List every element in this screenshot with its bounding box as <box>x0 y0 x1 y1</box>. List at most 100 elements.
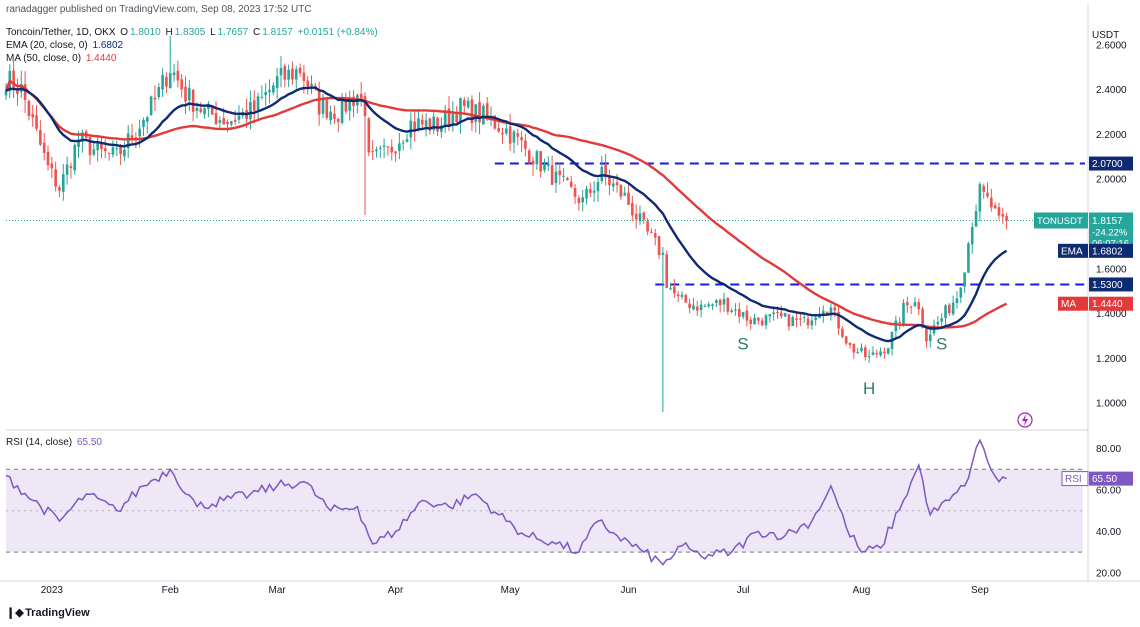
candle-body <box>539 151 542 172</box>
candle-body <box>249 101 252 120</box>
candle-body <box>314 85 317 90</box>
candle-body <box>65 164 69 175</box>
candle-body <box>638 213 642 222</box>
ma-legend-value: 1.4440 <box>85 53 117 64</box>
candle-body <box>776 312 779 314</box>
candle-body <box>909 306 913 308</box>
rsi-line <box>5 438 1007 566</box>
candle-body <box>1001 213 1005 217</box>
ema-value-label: 1.6802 <box>1092 246 1123 257</box>
candle-body <box>779 312 783 317</box>
candle-body <box>760 320 764 326</box>
symbol-price-tag <box>1034 212 1088 229</box>
candle-body <box>291 68 294 80</box>
candle-body <box>722 298 726 305</box>
time-tick-label: Aug <box>853 585 871 596</box>
candle-body <box>482 105 485 125</box>
candle-body <box>440 125 443 132</box>
candle-body <box>256 96 260 110</box>
bar-countdown: 06:07:16 <box>1092 238 1129 249</box>
candle-body <box>550 165 554 185</box>
candle-body <box>61 174 65 192</box>
candle-body <box>287 69 290 80</box>
candle-body <box>783 312 787 317</box>
ohlc-high-label: H <box>165 27 173 38</box>
candle-body <box>573 188 577 197</box>
candle-body <box>906 302 909 306</box>
candle-body <box>58 187 61 191</box>
candle-body <box>871 352 875 356</box>
candle-body <box>241 111 245 116</box>
candle-body <box>848 342 852 345</box>
lightning-icon <box>1017 412 1033 428</box>
candle-body <box>516 133 520 137</box>
candle-body <box>558 170 562 176</box>
candle-body <box>115 148 119 150</box>
lightning-bolt-icon <box>1022 414 1028 426</box>
time-tick-label: Jul <box>737 585 750 596</box>
candle-body <box>802 317 806 319</box>
candle-body <box>844 336 848 344</box>
price-tick-label: 1.4000 <box>1096 309 1127 320</box>
candle-body <box>631 202 634 216</box>
rsi-tick-label: 80.00 <box>1096 444 1121 455</box>
candle-body <box>81 132 84 142</box>
pattern-annotation: H <box>863 379 875 398</box>
candle-body <box>462 99 466 106</box>
candle-body <box>218 120 222 123</box>
candle-body <box>890 331 894 350</box>
candle-body <box>940 318 944 322</box>
candle-body <box>821 310 825 316</box>
candle-body <box>325 99 329 118</box>
candle-body <box>1005 216 1008 221</box>
ema-legend-value: 1.6802 <box>92 40 124 51</box>
candle-body <box>436 117 439 132</box>
candle-body <box>306 80 310 87</box>
candle-body <box>382 145 386 147</box>
candle-body <box>734 309 737 311</box>
candle-body <box>646 221 649 232</box>
candle-body <box>501 132 504 135</box>
candle-body <box>188 87 191 101</box>
candle-body <box>967 243 970 273</box>
candle-body <box>191 89 195 112</box>
candle-body <box>378 147 382 149</box>
candle-body <box>359 93 363 99</box>
candle-body <box>692 305 695 310</box>
candle-body <box>543 163 546 171</box>
candle-body <box>527 150 531 163</box>
candle-body <box>898 321 901 323</box>
candle-body <box>348 98 352 111</box>
candle-body <box>936 321 940 325</box>
tradingview-footer[interactable]: ❙◆ TradingView <box>6 606 90 619</box>
candle-body <box>860 347 863 352</box>
ema-name-label: EMA <box>1061 246 1083 257</box>
candle-body <box>8 70 12 92</box>
candle-body <box>92 149 96 155</box>
candle-body <box>726 298 730 312</box>
candle-body <box>841 328 844 337</box>
time-tick-label: Sep <box>971 585 989 596</box>
candle-body <box>863 347 867 358</box>
candle-body <box>634 213 638 220</box>
candle-body <box>50 163 54 169</box>
candle-body <box>879 351 882 356</box>
candle-body <box>753 317 756 325</box>
candle-body <box>611 183 615 187</box>
candle-body <box>69 166 73 169</box>
level-price-badge <box>1089 277 1133 292</box>
rsi-tick-label: 40.00 <box>1096 527 1121 538</box>
candle-body <box>16 88 19 94</box>
candle-body <box>894 320 898 332</box>
candle-body <box>279 67 283 76</box>
time-tick-label: Jun <box>620 585 636 596</box>
candle-body <box>715 300 718 303</box>
candle-body <box>730 310 733 312</box>
candle-body <box>825 311 829 314</box>
last-price-value: 1.8157 <box>1092 216 1123 227</box>
candle-body <box>35 115 38 129</box>
candle-body <box>161 74 164 90</box>
candle-body <box>718 299 722 306</box>
candle-body <box>352 96 355 107</box>
candle-body <box>394 151 397 154</box>
